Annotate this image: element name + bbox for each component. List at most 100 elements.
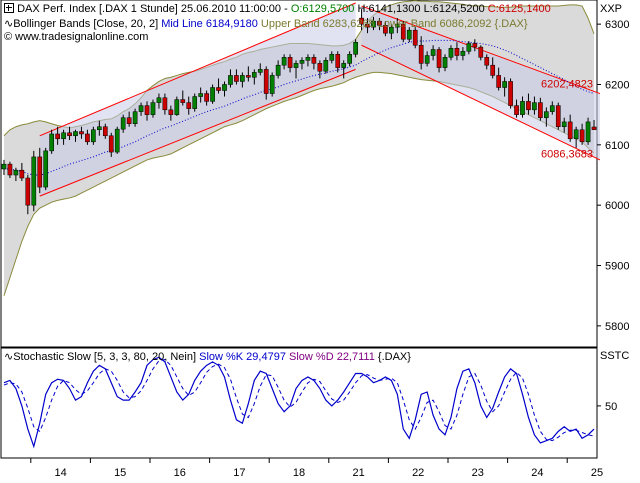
candle-down bbox=[37, 156, 43, 188]
candle-down bbox=[496, 75, 501, 88]
candle-up bbox=[1, 163, 7, 170]
candle-up bbox=[329, 54, 335, 61]
candle-up bbox=[442, 57, 448, 68]
candle-up bbox=[305, 57, 311, 61]
channel-lower-value-label: 6086,3683 bbox=[541, 148, 593, 160]
stochastic-k-line bbox=[3, 356, 595, 449]
candle-down bbox=[85, 133, 90, 143]
stochastic-indicator-icon: ∿ bbox=[4, 351, 14, 363]
channel-upper-value-label: 6202,4823 bbox=[541, 78, 593, 90]
candle-down bbox=[508, 81, 513, 106]
candle-down bbox=[591, 126, 597, 130]
candle-down bbox=[436, 49, 442, 68]
candle-up bbox=[174, 99, 180, 115]
candle-down bbox=[144, 105, 150, 115]
candle-up bbox=[371, 20, 376, 28]
candle-up bbox=[561, 121, 567, 127]
candle-down bbox=[567, 121, 573, 140]
candle-up bbox=[544, 111, 549, 118]
candle-up bbox=[251, 72, 257, 78]
candle-down bbox=[377, 20, 382, 26]
candle-up bbox=[406, 29, 412, 40]
candle-down bbox=[263, 69, 269, 94]
candle-up bbox=[269, 75, 275, 94]
candle-up bbox=[281, 57, 287, 66]
candle-down bbox=[55, 133, 60, 140]
copyright-url[interactable]: www.tradesignalonline.com bbox=[15, 31, 149, 43]
candle-down bbox=[102, 126, 108, 137]
candle-up bbox=[91, 129, 96, 143]
candle-up bbox=[549, 105, 555, 112]
candle-down bbox=[526, 101, 531, 111]
candle-up bbox=[192, 96, 198, 109]
candle-down bbox=[400, 23, 406, 40]
candle-down bbox=[246, 75, 251, 78]
x-tick-label: 14 bbox=[54, 467, 66, 479]
stochastic-label: Stochastic Slow [5, 3, 3, 80, 20, Nein] bbox=[13, 351, 197, 363]
candle-up bbox=[585, 121, 591, 143]
candle-up bbox=[430, 49, 436, 56]
candle-up bbox=[31, 156, 37, 206]
candle-down bbox=[108, 135, 114, 153]
candle-down bbox=[67, 132, 72, 137]
candle-up bbox=[293, 63, 299, 68]
x-tick-label: 18 bbox=[293, 467, 305, 479]
bollinger-mid-line bbox=[3, 39, 595, 176]
candle-up bbox=[532, 102, 537, 111]
x-tick-label: 17 bbox=[233, 467, 245, 479]
candle-down bbox=[25, 177, 31, 206]
high-value: H:6141,1300 bbox=[357, 3, 421, 15]
price-y-tick-label: 6200 bbox=[605, 79, 629, 91]
bollinger-header: ∿Bollinger Bands [Close, 20, 2] Mid Line… bbox=[4, 17, 528, 30]
candle-up bbox=[73, 131, 78, 137]
candle-up bbox=[49, 133, 54, 152]
candle-up bbox=[156, 97, 162, 103]
price-y-tick-label: 5900 bbox=[605, 261, 629, 273]
candle-up bbox=[347, 54, 352, 64]
candle-down bbox=[216, 87, 221, 91]
candle-up bbox=[573, 129, 579, 140]
candle-down bbox=[359, 17, 364, 25]
stochastic-k-value: Slow %K 29,4797 bbox=[199, 351, 286, 363]
bollinger-label: Bollinger Bands [Close, 20, 2] bbox=[13, 18, 159, 30]
candle-up bbox=[275, 64, 281, 76]
candle-down bbox=[126, 117, 132, 124]
candle-up bbox=[228, 75, 233, 85]
candle-up bbox=[114, 128, 120, 153]
candle-up bbox=[448, 48, 454, 58]
bollinger-indicator-icon: ∿ bbox=[4, 18, 14, 30]
candle-up bbox=[299, 60, 305, 64]
candle-down bbox=[7, 163, 13, 176]
copyright-line: © www.tradesignalonline.com bbox=[4, 31, 148, 43]
candle-down bbox=[484, 57, 490, 66]
price-y-tick-label: 6100 bbox=[605, 140, 629, 152]
price-header-checkbox-icon[interactable] bbox=[4, 3, 14, 13]
x-tick-label: 25 bbox=[591, 467, 603, 479]
candle-up bbox=[132, 111, 138, 124]
candle-up bbox=[97, 126, 102, 130]
candle-up bbox=[138, 105, 144, 112]
candle-down bbox=[454, 48, 460, 56]
candle-down bbox=[162, 97, 168, 111]
candle-down bbox=[79, 131, 84, 135]
candle-down bbox=[168, 109, 174, 115]
candle-down bbox=[19, 169, 25, 179]
x-tick-label: 24 bbox=[531, 467, 543, 479]
candle-up bbox=[222, 84, 227, 91]
candle-down bbox=[418, 45, 424, 64]
candle-down bbox=[555, 105, 561, 127]
candle-down bbox=[234, 75, 239, 82]
candle-up bbox=[150, 102, 156, 115]
candle-up bbox=[120, 117, 126, 130]
price-header: DAX Perf. Index [.DAX 1 Stunde] 25.06.20… bbox=[4, 3, 551, 15]
candle-up bbox=[43, 150, 49, 188]
candle-down bbox=[412, 29, 418, 46]
candle-down bbox=[514, 105, 519, 115]
x-tick-label: 21 bbox=[352, 467, 364, 479]
candle-down bbox=[311, 57, 317, 64]
candle-up bbox=[341, 63, 347, 68]
candle-up bbox=[323, 60, 329, 72]
x-tick-label: 22 bbox=[412, 467, 424, 479]
stochastic-axis-tag: SSTC bbox=[600, 350, 630, 362]
